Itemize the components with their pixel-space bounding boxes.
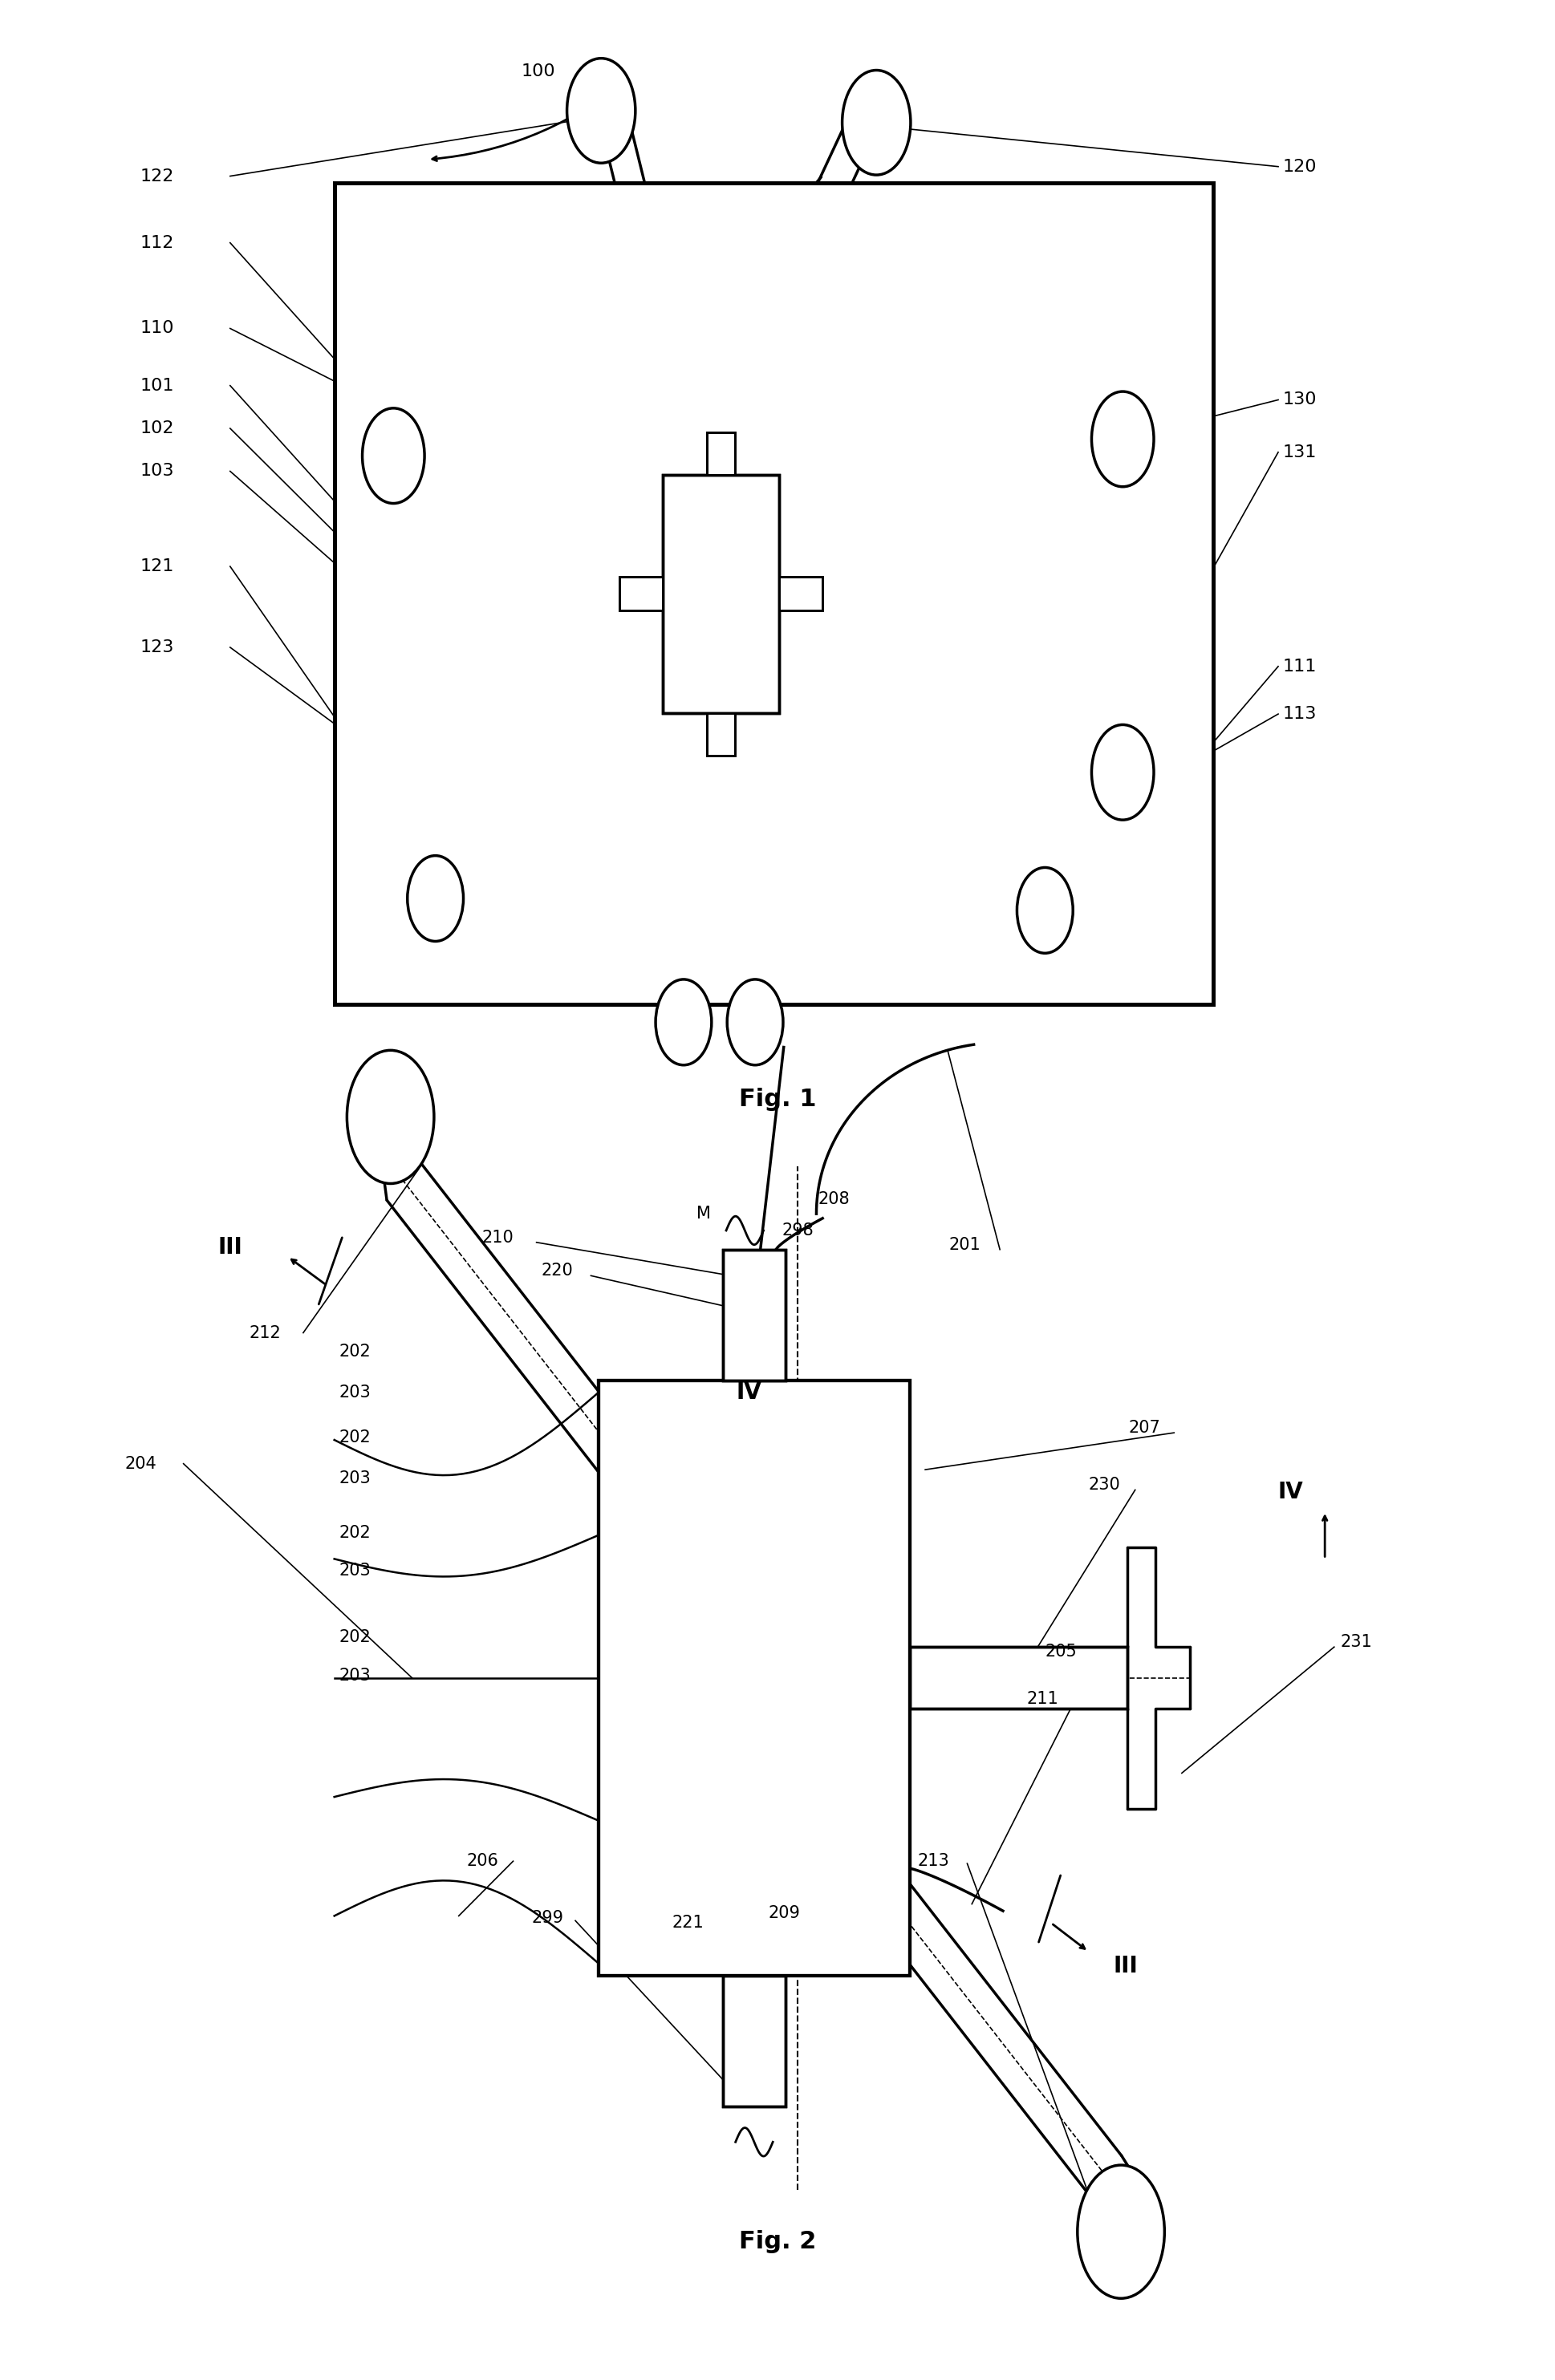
Circle shape xyxy=(407,857,463,942)
Circle shape xyxy=(1092,724,1154,819)
Circle shape xyxy=(656,981,712,1066)
Text: III: III xyxy=(218,1235,243,1259)
Text: 131: 131 xyxy=(1283,445,1317,459)
Text: 221: 221 xyxy=(672,1916,704,1930)
Text: 231: 231 xyxy=(1340,1635,1373,1649)
Text: 202: 202 xyxy=(339,1430,372,1445)
Text: 202: 202 xyxy=(339,1630,372,1645)
Bar xyxy=(334,183,1213,1004)
Bar xyxy=(599,1380,910,1975)
Text: 203: 203 xyxy=(339,1668,372,1683)
Text: 130: 130 xyxy=(1283,393,1317,407)
Bar xyxy=(723,1975,785,2106)
Text: Fig. 2: Fig. 2 xyxy=(739,2230,816,2254)
Text: 208: 208 xyxy=(818,1192,849,1207)
Bar xyxy=(708,433,736,476)
Text: 103: 103 xyxy=(140,464,174,478)
Bar xyxy=(662,476,779,714)
Bar xyxy=(708,714,736,757)
Text: 209: 209 xyxy=(768,1906,801,1921)
Bar xyxy=(619,576,662,609)
Text: 101: 101 xyxy=(140,378,174,393)
Bar xyxy=(779,576,823,609)
Bar xyxy=(708,433,736,476)
Text: 204: 204 xyxy=(124,1457,157,1471)
Text: 120: 120 xyxy=(1283,159,1317,174)
Text: 123: 123 xyxy=(140,640,174,655)
Text: 111: 111 xyxy=(1283,659,1317,674)
Text: 121: 121 xyxy=(140,559,174,574)
Text: 210: 210 xyxy=(482,1230,515,1245)
Text: 100: 100 xyxy=(521,64,555,79)
Bar xyxy=(334,183,1213,1004)
Text: 202: 202 xyxy=(339,1345,372,1359)
Text: 201: 201 xyxy=(949,1238,981,1252)
Circle shape xyxy=(843,71,911,176)
Text: 207: 207 xyxy=(1129,1421,1162,1435)
Circle shape xyxy=(1092,390,1154,488)
Text: 102: 102 xyxy=(140,421,174,436)
Text: IV: IV xyxy=(1278,1480,1303,1504)
Text: 203: 203 xyxy=(339,1385,372,1399)
Bar xyxy=(723,1250,785,1380)
Text: 203: 203 xyxy=(339,1471,372,1485)
Text: 220: 220 xyxy=(541,1264,574,1278)
Text: 213: 213 xyxy=(917,1854,950,1868)
Bar xyxy=(708,714,736,757)
Text: M: M xyxy=(697,1207,711,1221)
Bar xyxy=(910,1647,1127,1709)
Text: 206: 206 xyxy=(466,1854,499,1868)
Circle shape xyxy=(1078,2166,1165,2299)
Circle shape xyxy=(347,1050,434,1183)
Bar xyxy=(723,1975,785,2106)
Text: III: III xyxy=(1113,1954,1138,1978)
Bar xyxy=(662,476,779,714)
Text: 122: 122 xyxy=(140,169,174,183)
Bar xyxy=(599,1380,910,1975)
Circle shape xyxy=(728,981,784,1066)
Text: 113: 113 xyxy=(1283,707,1317,721)
Bar xyxy=(619,576,662,609)
Circle shape xyxy=(362,407,425,505)
Text: 203: 203 xyxy=(339,1564,372,1578)
Text: 110: 110 xyxy=(140,321,174,336)
Text: 202: 202 xyxy=(339,1526,372,1540)
Text: 298: 298 xyxy=(782,1223,815,1238)
Text: 212: 212 xyxy=(249,1326,281,1340)
Text: 299: 299 xyxy=(532,1911,564,1925)
Bar xyxy=(723,1250,785,1380)
Text: 211: 211 xyxy=(1026,1692,1059,1706)
Circle shape xyxy=(1017,869,1073,954)
Text: Fig. 1: Fig. 1 xyxy=(739,1088,816,1111)
Text: 230: 230 xyxy=(1088,1478,1121,1492)
Bar xyxy=(779,576,823,609)
Text: 205: 205 xyxy=(1045,1645,1078,1659)
Bar xyxy=(910,1647,1127,1709)
Text: 112: 112 xyxy=(140,236,174,250)
Text: IV: IV xyxy=(737,1380,762,1404)
Circle shape xyxy=(568,60,636,162)
